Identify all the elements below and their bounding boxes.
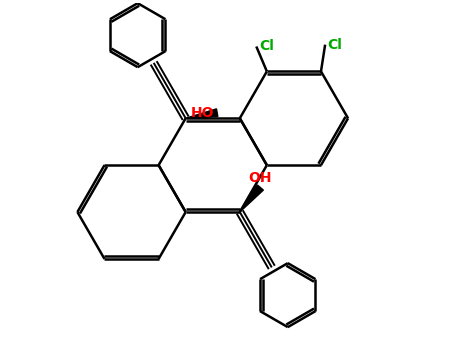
Text: OH: OH [248, 171, 272, 185]
Text: Cl: Cl [328, 38, 343, 52]
Text: HO: HO [191, 106, 215, 120]
Polygon shape [186, 109, 218, 118]
Polygon shape [240, 185, 263, 212]
Text: Cl: Cl [259, 40, 273, 54]
